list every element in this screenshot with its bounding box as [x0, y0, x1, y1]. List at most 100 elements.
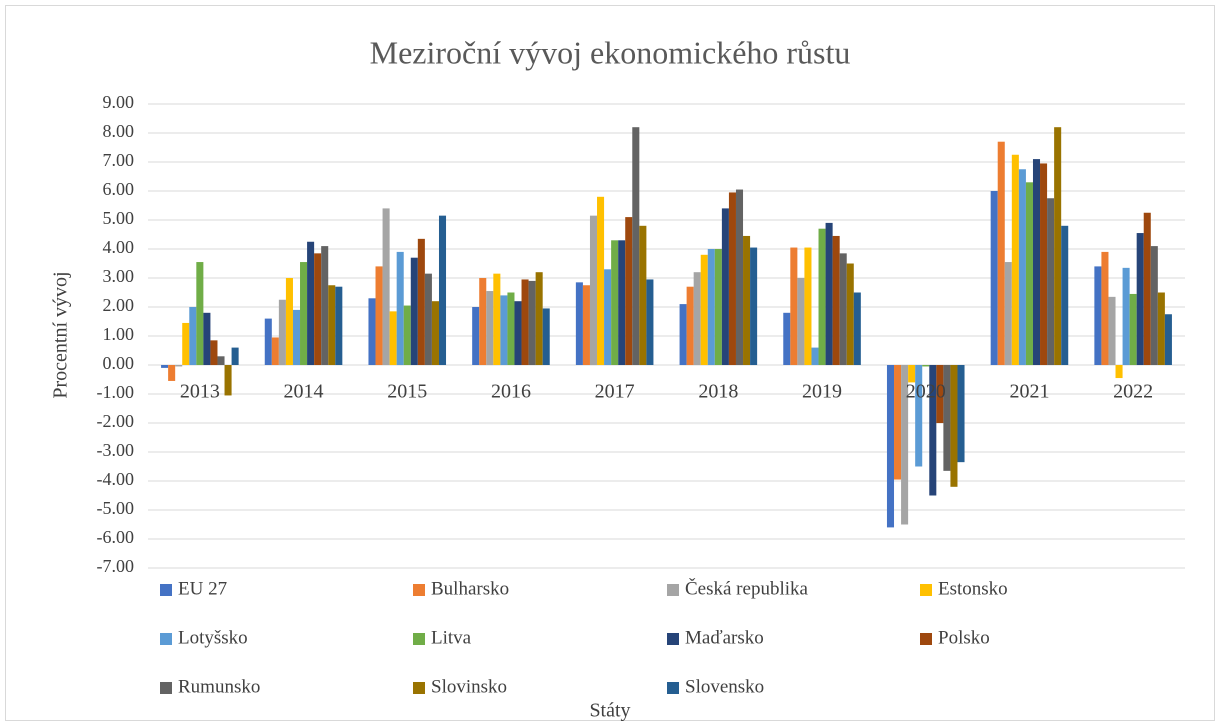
x-tick-label: 2016 — [491, 381, 531, 403]
bar — [1047, 198, 1055, 365]
bar — [750, 247, 758, 365]
bar — [693, 272, 701, 365]
bar — [1122, 267, 1130, 365]
bar — [922, 365, 930, 367]
bar — [804, 247, 812, 365]
bar — [514, 301, 522, 365]
bar — [846, 263, 854, 365]
y-tick-label: -7.00 — [97, 556, 135, 576]
bar — [714, 249, 722, 365]
y-tick-label: -5.00 — [97, 498, 135, 518]
bar — [632, 127, 640, 365]
bar — [161, 365, 169, 368]
bar — [790, 247, 798, 365]
bar — [196, 262, 204, 365]
legend-label: Rumunsko — [178, 676, 260, 697]
legend-label: Maďarsko — [685, 627, 764, 648]
bar — [410, 257, 418, 365]
chart-title: Meziroční vývoj ekonomického růstu — [370, 34, 851, 70]
x-tick-label: 2013 — [180, 381, 220, 403]
bar — [728, 192, 736, 365]
bar — [417, 238, 425, 365]
bar — [957, 365, 965, 463]
legend-swatch — [160, 584, 172, 596]
bar — [1129, 293, 1137, 365]
bar — [507, 292, 515, 365]
bar — [1018, 169, 1026, 365]
legend-swatch — [667, 633, 679, 645]
bar — [853, 292, 861, 365]
bar — [368, 298, 376, 365]
x-tick-label: 2020 — [906, 381, 946, 403]
bar — [278, 299, 286, 365]
bar — [321, 246, 329, 365]
bar — [625, 217, 633, 365]
bar — [832, 235, 840, 365]
bar — [210, 340, 218, 365]
bar — [1094, 266, 1102, 365]
bar — [1136, 233, 1144, 365]
bar — [597, 196, 605, 365]
y-tick-label: -4.00 — [97, 469, 135, 489]
legend-swatch — [413, 682, 425, 694]
y-tick-label: 6.00 — [103, 179, 135, 199]
legend-label: Bulharsko — [431, 578, 509, 599]
legend-label: Polsko — [938, 627, 990, 648]
legend-label: Litva — [431, 627, 472, 648]
bar — [936, 365, 944, 423]
x-tick-label: 2018 — [698, 381, 738, 403]
bar — [886, 365, 895, 528]
x-tick-label: 2022 — [1113, 381, 1153, 403]
bar — [231, 347, 239, 365]
bar — [203, 312, 211, 365]
y-tick-label: -3.00 — [97, 440, 135, 460]
bar — [175, 365, 183, 367]
bar — [783, 312, 791, 365]
bar — [300, 262, 308, 365]
bar — [314, 253, 322, 365]
bar — [604, 269, 612, 365]
legend-label: Lotyšsko — [178, 627, 248, 648]
bar — [285, 278, 293, 365]
y-tick-label: 1.00 — [103, 324, 135, 344]
bar — [639, 225, 647, 365]
bar — [1115, 365, 1123, 379]
bar — [1164, 314, 1172, 365]
bar — [189, 307, 197, 365]
bar — [721, 208, 729, 365]
legend-swatch — [413, 584, 425, 596]
x-tick-label: 2019 — [802, 381, 842, 403]
legend-swatch — [160, 682, 172, 694]
bar — [797, 278, 805, 365]
bar — [894, 365, 902, 480]
bar — [535, 272, 543, 365]
y-tick-label: 4.00 — [103, 237, 135, 257]
bar — [839, 253, 847, 365]
bar — [901, 365, 909, 525]
bar — [542, 308, 550, 365]
legend-swatch — [413, 633, 425, 645]
bar — [1054, 127, 1062, 365]
y-tick-label: 7.00 — [103, 150, 135, 170]
bar — [389, 311, 397, 365]
y-tick-label: 3.00 — [103, 266, 135, 286]
bar — [679, 304, 687, 365]
legend-label: EU 27 — [178, 578, 227, 599]
bar — [908, 365, 916, 383]
bar — [589, 215, 598, 365]
bar — [1025, 182, 1033, 365]
y-tick-label: 8.00 — [103, 121, 135, 141]
bar — [997, 141, 1005, 365]
x-tick-label: 2014 — [284, 381, 324, 403]
bar — [431, 301, 439, 365]
x-axis-label: Státy — [589, 700, 630, 722]
legend-label: Česká republika — [685, 577, 809, 599]
legend-swatch — [920, 584, 932, 596]
bar — [438, 215, 447, 365]
x-tick-label: 2015 — [387, 381, 427, 403]
bar — [735, 189, 744, 365]
bar — [271, 337, 279, 365]
legend-swatch — [667, 682, 679, 694]
bar — [825, 222, 833, 365]
